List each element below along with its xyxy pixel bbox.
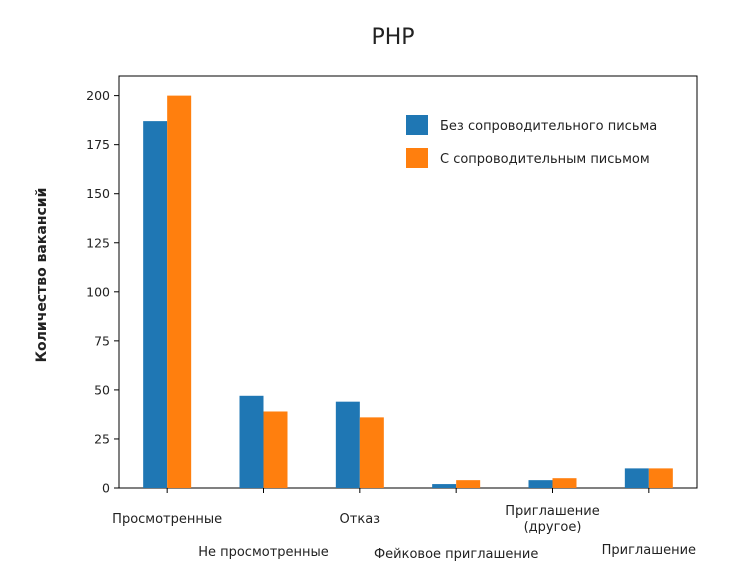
- bars: Без сопроводительного письма: 187С сопро…: [143, 95, 673, 488]
- category-labels: Просмотренные Не просмотренные Отказ Фейков…: [112, 504, 696, 562]
- legend-swatch: [406, 115, 428, 135]
- y-tick-label: 75: [94, 333, 110, 348]
- y-tick-label: 100: [86, 284, 110, 299]
- y-axis-label: Количество вакансий: [34, 188, 50, 363]
- y-tick-label: 125: [86, 235, 110, 250]
- bar-without-letter-5: Без сопроводительного письма: 10: [624, 468, 649, 488]
- y-tick-label: 200: [86, 88, 110, 103]
- axes: 0 25 50 75 100 125 150 175 200: [86, 75, 698, 496]
- bar-without-letter-4: Без сопроводительного письма: 4: [528, 480, 553, 488]
- bar-with-letter-0: С сопроводительным письмом: 200: [167, 95, 192, 488]
- legend-label: Без сопроводительного письма: [440, 119, 657, 134]
- x-tick-label: Просмотренные: [112, 512, 222, 527]
- x-tick-label: Приглашение (другое): [505, 504, 599, 535]
- y-tick-label: 25: [94, 431, 110, 446]
- legend-swatch: [406, 148, 428, 168]
- y-tick-label: 0: [102, 481, 110, 496]
- x-tick-label: Фейковое приглашение: [374, 547, 538, 562]
- bar-with-letter-5: С сопроводительным письмом: 10: [648, 468, 673, 488]
- legend: Без сопроводительного письма С сопроводит…: [406, 115, 657, 168]
- plot-frame: [118, 75, 698, 489]
- bar-with-letter-2: С сопроводительным письмом: 36: [359, 417, 384, 488]
- x-tick-label: Не просмотренные: [198, 545, 329, 560]
- legend-label: С сопроводительным письмом: [440, 152, 650, 167]
- bar-with-letter-1: С сопроводительным письмом: 39: [263, 411, 288, 488]
- bar-without-letter-1: Без сопроводительного письма: 47: [239, 395, 264, 488]
- bar-with-letter-4: С сопроводительным письмом: 5: [552, 478, 577, 488]
- y-tick-label: 150: [86, 186, 110, 201]
- bar-without-letter-2: Без сопроводительного письма: 44: [335, 401, 360, 488]
- x-tick-label: Приглашение: [602, 543, 696, 558]
- chart-title: PHP: [371, 25, 414, 50]
- bar-without-letter-0: Без сопроводительного письма: 187: [143, 121, 168, 488]
- bar-without-letter-3: Без сопроводительного письма: 2: [432, 484, 457, 488]
- y-tick-label: 50: [94, 382, 110, 397]
- y-tick-label: 175: [86, 137, 110, 152]
- x-tick-label: Отказ: [340, 512, 381, 527]
- bar-with-letter-3: С сопроводительным письмом: 4: [456, 480, 481, 488]
